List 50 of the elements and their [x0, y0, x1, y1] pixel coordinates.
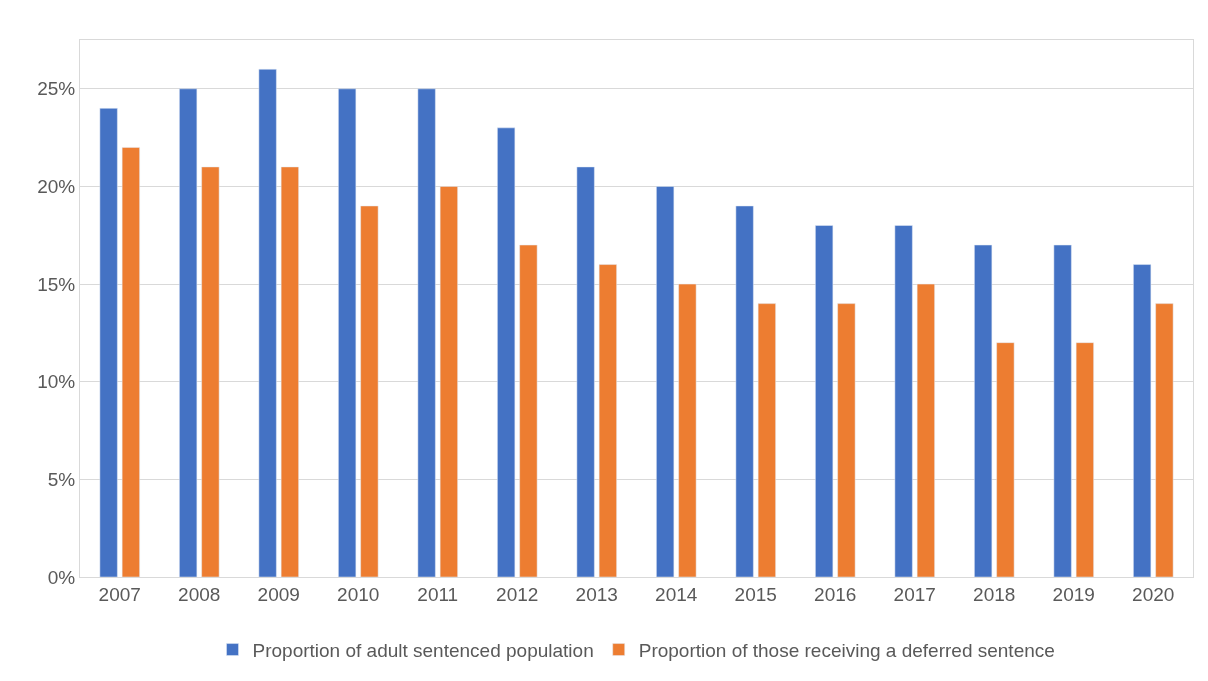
bar — [201, 166, 220, 577]
bar — [974, 244, 993, 577]
bar — [996, 342, 1015, 577]
x-tick-label: 2013 — [575, 583, 618, 605]
x-tick-label: 2017 — [893, 583, 936, 605]
bar — [338, 88, 357, 577]
bar — [1075, 342, 1094, 577]
x-tick-label: 2012 — [496, 583, 539, 605]
legend-label: Proportion of those receiving a deferred sentence — [638, 639, 1055, 661]
bar — [360, 205, 379, 577]
x-tick-label: 2008 — [178, 583, 221, 605]
x-tick-label: 2020 — [1132, 583, 1175, 605]
bar — [417, 88, 436, 577]
bar — [678, 283, 697, 577]
bar — [121, 147, 140, 577]
bar — [837, 303, 856, 577]
bar — [916, 283, 935, 577]
x-tick-label: 2018 — [973, 583, 1016, 605]
bar — [99, 108, 118, 577]
x-tick-label: 2019 — [1052, 583, 1095, 605]
y-tick-label: 5% — [47, 469, 76, 491]
x-tick-label: 2014 — [655, 583, 698, 605]
y-tick-label: 15% — [37, 273, 76, 295]
bar — [519, 244, 538, 577]
bar — [497, 127, 516, 577]
bar — [439, 186, 458, 577]
legend-label: Proportion of adult sentenced population — [252, 639, 594, 661]
x-tick-label: 2015 — [734, 583, 777, 605]
y-tick-label: 20% — [37, 176, 76, 198]
bar — [1155, 303, 1174, 577]
bar — [735, 205, 754, 577]
y-tick-label: 10% — [37, 371, 76, 393]
bar — [894, 225, 913, 577]
bar — [1133, 264, 1152, 577]
bar — [258, 69, 277, 577]
bar — [815, 225, 834, 577]
bar — [1053, 244, 1072, 577]
bar — [576, 166, 595, 577]
x-tick-label: 2007 — [98, 583, 141, 605]
x-tick-label: 2011 — [417, 583, 459, 605]
bar — [656, 186, 675, 577]
x-tick-label: 2010 — [337, 583, 380, 605]
bar — [179, 88, 198, 577]
bar — [280, 166, 299, 577]
x-tick-label: 2009 — [257, 583, 300, 605]
bar — [757, 303, 776, 577]
x-tick-label: 2016 — [814, 583, 857, 605]
y-tick-label: 25% — [37, 78, 76, 100]
bar — [598, 264, 617, 577]
y-tick-label: 0% — [47, 566, 76, 588]
